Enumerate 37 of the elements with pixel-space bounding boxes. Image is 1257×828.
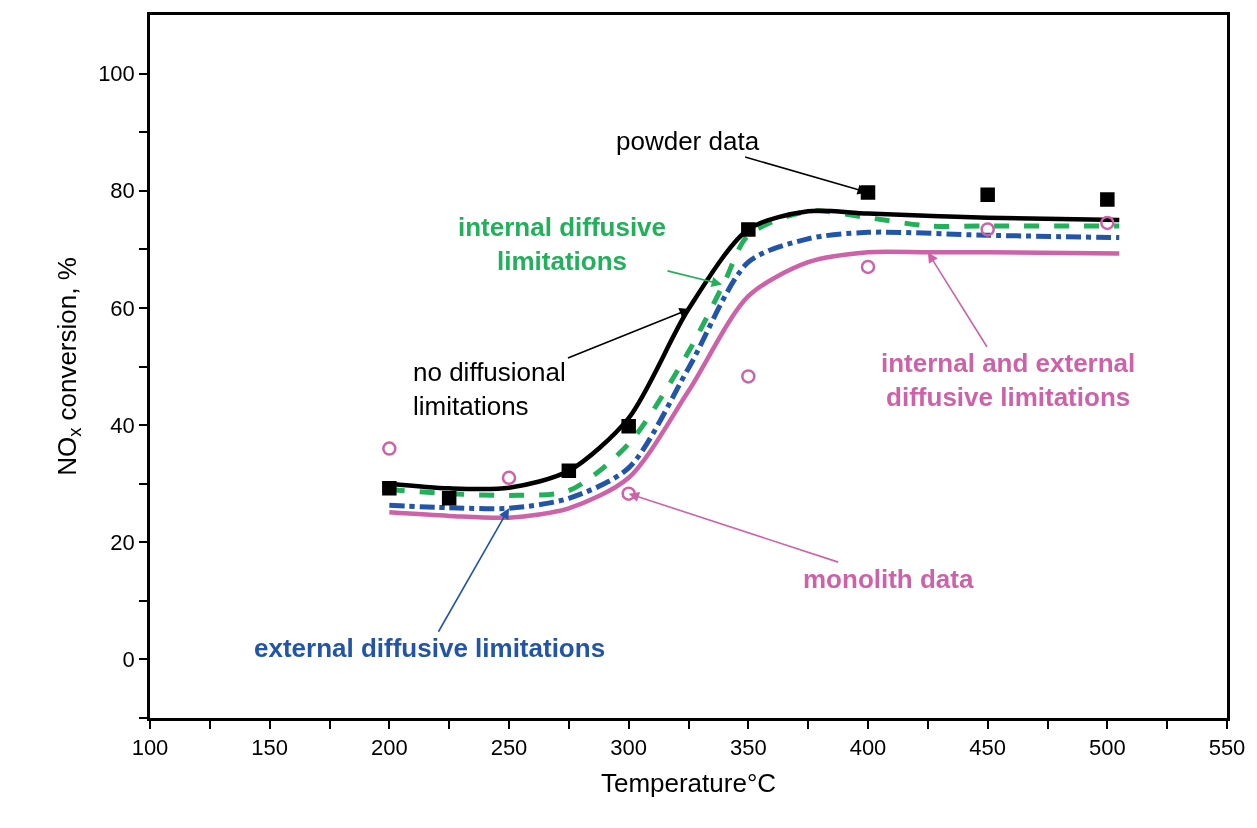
point xyxy=(621,486,636,501)
x-tick-label: 200 xyxy=(370,735,408,761)
point xyxy=(1100,215,1115,231)
x-tick-label: 450 xyxy=(969,735,1007,761)
x-tick-label: 300 xyxy=(610,735,648,761)
x-tick-label: 350 xyxy=(729,735,767,761)
point xyxy=(1100,192,1115,207)
annotation: powder data xyxy=(616,126,760,156)
annotation: internal and external diffusive limitations xyxy=(881,348,1136,412)
point xyxy=(501,470,517,486)
point xyxy=(741,369,756,384)
point xyxy=(382,481,397,496)
point xyxy=(741,222,756,237)
x-tick-label: 100 xyxy=(131,735,169,761)
x-tick-label: 500 xyxy=(1088,735,1126,761)
point xyxy=(621,419,636,434)
point xyxy=(980,187,995,203)
y-tick-label: 80 xyxy=(110,178,135,204)
annotation: no diffusional limitations xyxy=(413,357,566,421)
point xyxy=(561,463,577,479)
point xyxy=(382,441,397,456)
annotation: monolith data xyxy=(803,564,974,594)
x-tick-label: 150 xyxy=(251,735,289,761)
x-tick-label: 550 xyxy=(1208,735,1246,761)
annotation: external diffusive limitations xyxy=(254,633,606,663)
x-tick-label: 250 xyxy=(490,735,528,761)
x-tick-label: 400 xyxy=(849,735,887,761)
annotation: internal diffusive limitations xyxy=(458,212,667,276)
point xyxy=(860,259,876,275)
y-tick-label: 100 xyxy=(98,61,135,87)
x-axis-title: Temperature°C xyxy=(600,767,777,798)
point xyxy=(980,222,995,237)
y-tick-label: 60 xyxy=(110,295,135,321)
point xyxy=(441,491,457,506)
y-tick-label: 40 xyxy=(110,412,135,438)
y-tick-label: 20 xyxy=(110,529,135,555)
y-tick-label: 0 xyxy=(122,647,135,673)
